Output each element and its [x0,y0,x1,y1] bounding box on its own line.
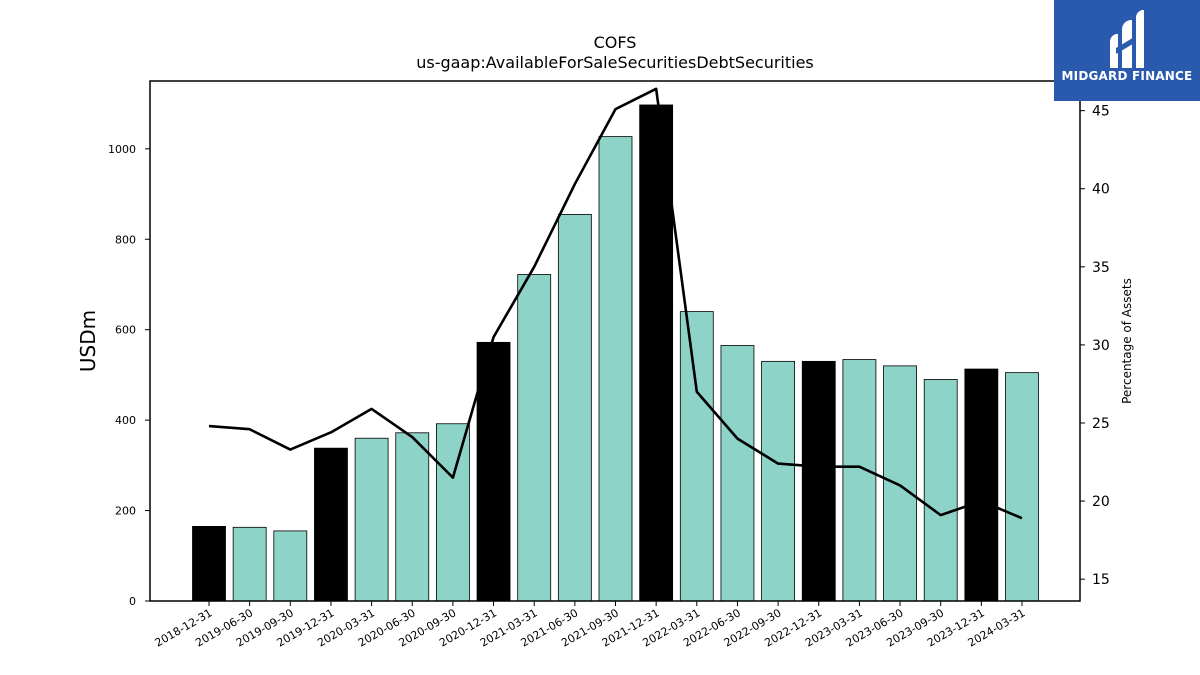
y-axis-label: USDm [76,310,100,372]
y2-tick-label: 20 [1092,494,1110,510]
bar-group [192,104,1039,602]
y-tick-label: 400 [115,414,136,427]
y2-tick-label: 45 [1092,104,1110,120]
y2-axis: 15 20 25 30 35 40 45 [1080,104,1110,588]
y-tick-label: 800 [115,233,136,246]
bar [720,345,755,602]
chart-subtitle: us-gaap:AvailableForSaleSecuritiesDebtSe… [416,53,814,72]
y2-tick-label: 25 [1092,416,1110,432]
bar [517,274,552,602]
bar [476,341,511,602]
y-tick-label: 600 [115,324,136,337]
series-line [208,87,1023,520]
y2-tick-label: 15 [1092,572,1110,588]
brand-logo: MIDGARD FINANCE [1054,0,1200,101]
logo-mark-icon [1110,10,1144,68]
bar [1005,372,1039,602]
bar [598,136,633,602]
bar [354,437,389,602]
bar [232,526,267,602]
logo-text: MIDGARD FINANCE [1061,69,1193,83]
y-axis: 0 200 400 600 800 1000 [108,143,150,608]
bar [192,525,226,602]
y2-axis-label: Percentage of Assets [1120,278,1134,404]
y2-tick-label: 35 [1092,260,1110,276]
bar [883,365,917,602]
bar [273,530,308,602]
y-tick-label: 0 [129,595,136,608]
x-axis: 2018-12-312019-06-302019-09-302019-12-31… [153,601,1028,650]
bar [842,359,877,602]
bar [557,213,592,602]
y-tick-label: 1000 [108,143,136,156]
bar [395,432,430,602]
bar [679,311,714,602]
bar [964,368,999,602]
bar [314,447,348,602]
chart-title: COFS [594,33,637,52]
bar [761,360,795,602]
bar [801,360,836,602]
line-group [208,87,1023,520]
y2-tick-label: 30 [1092,338,1110,354]
bar [639,104,674,602]
bar [435,423,470,602]
y2-tick-label: 40 [1092,182,1110,198]
y-tick-label: 200 [115,505,136,518]
bar [923,379,958,602]
